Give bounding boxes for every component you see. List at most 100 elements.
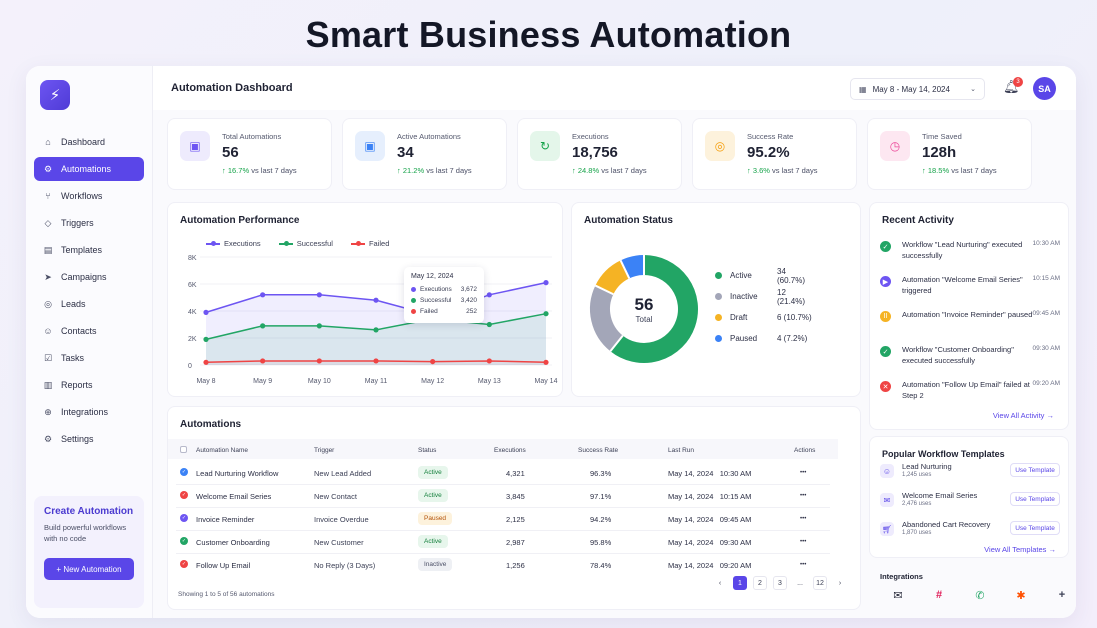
activity-item[interactable]: ✓ Workflow "Customer Onboarding" executed… (880, 344, 1060, 374)
use-template-button[interactable]: Use Template (1010, 521, 1060, 535)
status-badge: Active (418, 535, 448, 548)
column-header[interactable]: Last Run (668, 447, 695, 454)
status-value: 4 (7.2%) (777, 334, 808, 343)
sidebar-item-reports[interactable]: ▥ Reports (34, 373, 144, 397)
page-title: Automation Dashboard (171, 82, 293, 94)
table-row[interactable]: ✓ Customer Onboarding New Customer Active 2,… (168, 531, 838, 554)
more-actions-icon[interactable]: ••• (800, 470, 807, 476)
play-icon: ▶ (880, 276, 891, 287)
activity-text: Automation "Follow Up Email" failed at S… (902, 380, 1030, 400)
sidebar-item-label: Dashboard (61, 137, 106, 147)
status-legend-item: Draft 6 (10.7%) (715, 313, 815, 322)
donut-total-label: Total (635, 315, 653, 324)
sidebar-item-label: Workflows (61, 191, 103, 201)
last-run-cell: May 14, 2024 09:45 AM (668, 515, 752, 524)
sidebar-item-leads[interactable]: ◎ Leads (34, 292, 144, 316)
status-label: Paused (730, 334, 758, 343)
sidebar-item-triggers[interactable]: ◇ Triggers (34, 211, 144, 235)
more-actions-icon[interactable]: ••• (800, 493, 807, 499)
column-header[interactable]: Trigger (314, 447, 335, 454)
page-button[interactable]: ... (797, 579, 803, 587)
success-rate-cell: 78.4% (590, 561, 612, 570)
tooltip-row: Failed 252 (411, 306, 477, 317)
automation-name[interactable]: Customer Onboarding (196, 538, 270, 547)
more-actions-icon[interactable]: ••• (800, 516, 807, 522)
whatsapp-icon[interactable]: ✆ (975, 589, 985, 602)
column-header[interactable]: Executions (494, 447, 526, 454)
plus-icon[interactable]: + (1058, 589, 1066, 601)
sidebar-item-templates[interactable]: ▤ Templates (34, 238, 144, 262)
sidebar-item-integrations[interactable]: ⊕ Integrations (34, 400, 144, 424)
automation-name[interactable]: Invoice Reminder (196, 515, 255, 524)
page-button[interactable]: 1 (733, 576, 747, 590)
activity-item[interactable]: ▶ Automation "Welcome Email Series" trigg… (880, 274, 1060, 304)
column-header[interactable]: Success Rate (578, 447, 619, 454)
sidebar-item-label: Reports (61, 380, 93, 390)
data-point (260, 292, 266, 298)
page-button[interactable]: 2 (753, 576, 767, 590)
kpi-card: ↻ Executions 18,756 ↑ 24.8% vs last 7 days (517, 118, 682, 190)
row-divider (176, 507, 830, 508)
more-actions-icon[interactable]: ••• (800, 562, 807, 568)
table-row[interactable]: ✓ Follow Up Email No Reply (3 Days) Inactiv… (168, 554, 838, 577)
calendar-icon: ▦ (859, 84, 867, 94)
sidebar-item-label: Leads (61, 299, 86, 309)
donut-separator (609, 334, 624, 352)
legend-label: Failed (368, 239, 390, 248)
trend-up-icon: ↑ (922, 166, 928, 175)
use-template-button[interactable]: Use Template (1010, 463, 1060, 477)
table-row[interactable]: ✓ Invoice Reminder Invoice Overdue Paused 2,… (168, 508, 838, 531)
sidebar-item-tasks[interactable]: ☑ Tasks (34, 346, 144, 370)
sidebar-item-label: Tasks (61, 353, 85, 363)
slack-icon[interactable]: # (935, 589, 943, 601)
next-page-button[interactable]: › (838, 579, 842, 587)
sidebar-item-contacts[interactable]: ☺ Contacts (34, 319, 144, 343)
tooltip-dot (411, 309, 416, 314)
activity-item[interactable]: II Automation "Invoice Reminder" paused 09… (880, 309, 1060, 339)
activity-item[interactable]: ✕ Automation "Follow Up Email" failed at … (880, 379, 1060, 409)
logo-icon[interactable]: ⚡ (40, 80, 70, 110)
activity-item[interactable]: ✓ Workflow "Lead Nurturing" executed succ… (880, 239, 1060, 269)
zapier-icon[interactable]: ✱ (1016, 589, 1026, 602)
y-tick-label: 8K (188, 255, 197, 262)
mailchimp-icon[interactable]: ✉ (893, 589, 903, 602)
automation-name[interactable]: Welcome Email Series (196, 492, 272, 501)
kpi-label: Active Automations (397, 132, 461, 141)
column-header[interactable]: Status (418, 447, 437, 454)
date-range-picker[interactable]: ▦ May 8 - May 14, 2024 ⌄ (850, 78, 985, 100)
automation-name[interactable]: Lead Nurturing Workflow (196, 469, 279, 478)
trigger-cell: New Lead Added (314, 469, 372, 478)
activity-time: 09:20 AM (1032, 380, 1060, 387)
view-all-activity-link[interactable]: View All Activity → (992, 411, 1054, 420)
sidebar-item-workflows[interactable]: ⑂ Workflows (34, 184, 144, 208)
data-point (316, 323, 322, 329)
view-all-templates-link[interactable]: View All Templates → (984, 545, 1056, 554)
data-point (486, 292, 492, 298)
use-template-button[interactable]: Use Template (1010, 492, 1060, 506)
sidebar-item-dashboard[interactable]: ⌂ Dashboard (34, 130, 144, 154)
table-row[interactable]: ✓ Welcome Email Series New Contact Active 3,… (168, 485, 838, 508)
data-point (203, 336, 209, 342)
prev-page-button[interactable]: ‹ (718, 579, 722, 587)
automation-name[interactable]: Follow Up Email (196, 561, 251, 570)
x-tick-label: May 11 (365, 378, 388, 385)
kpi-value: 95.2% (747, 144, 790, 161)
avatar[interactable]: SA (1033, 77, 1056, 100)
more-actions-icon[interactable]: ••• (800, 539, 807, 545)
table-row[interactable]: ✓ Lead Nurturing Workflow New Lead Added Ac… (168, 462, 838, 485)
column-header[interactable]: Actions (794, 447, 816, 454)
trend-up-icon: ↑ (397, 166, 403, 175)
select-all-checkbox[interactable] (180, 446, 187, 453)
new-automation-button[interactable]: + New Automation (44, 558, 134, 580)
sidebar-item-campaigns[interactable]: ➤ Campaigns (34, 265, 144, 289)
page-button[interactable]: 3 (773, 576, 787, 590)
sidebar-item-settings[interactable]: ⚙ Settings (34, 427, 144, 451)
series-area (206, 282, 546, 365)
check-icon: ✓ (880, 346, 891, 357)
performance-chart: 8K 6K 4K 2K 0 May 8 May 9 May 10 May 11 May 12 May… (188, 255, 558, 385)
column-header[interactable]: Automation Name (196, 447, 249, 454)
sidebar-item-automations[interactable]: ⚙ Automations (34, 157, 144, 181)
tooltip-value: 252 (466, 308, 477, 315)
page-button[interactable]: 12 (813, 576, 827, 590)
kpi-card: ◷ Time Saved 128h ↑ 18.5% vs last 7 days (867, 118, 1032, 190)
